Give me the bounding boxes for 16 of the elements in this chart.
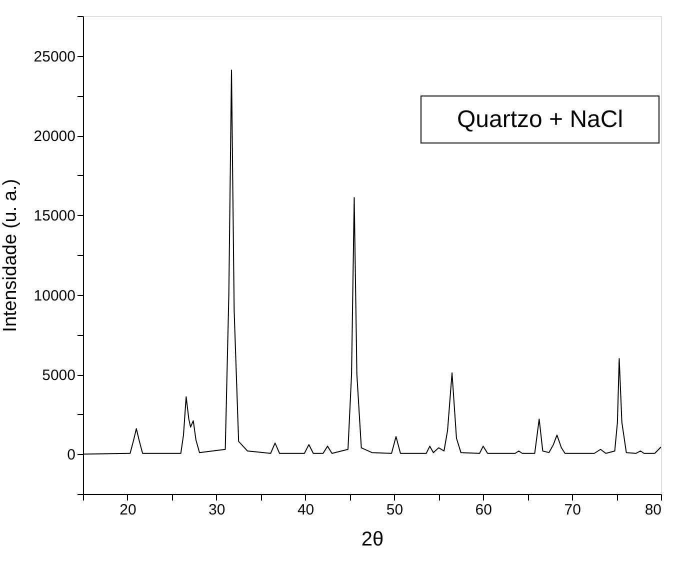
x-tick-label: 60 [475,502,492,518]
y-tick-label: 25000 [34,48,76,66]
x-tick-label: 50 [386,502,404,518]
x-tick-label: 30 [208,502,226,518]
y-tick-label: 0 [67,446,76,464]
x-tick-label: 20 [120,502,136,518]
y-tick-label: 20000 [34,128,76,145]
y-axis-title: Intensidade (u. a.) [0,178,21,332]
x-tick-label: 80 [644,502,662,518]
y-tick-label: 10000 [34,287,76,304]
annotation: Quartzo + NaCl [456,106,624,133]
y-tick-label: 5000 [42,367,76,384]
x-tick-label: 70 [564,502,581,518]
x-axis-title: 2θ [361,528,384,550]
y-tick-label: 15000 [34,208,76,225]
x-tick-label: 40 [297,502,314,518]
